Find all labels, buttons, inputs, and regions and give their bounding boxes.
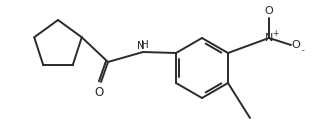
Text: N: N	[137, 41, 145, 51]
Text: O: O	[94, 86, 104, 98]
Text: O: O	[265, 6, 273, 16]
Text: H: H	[141, 40, 149, 50]
Text: -: -	[302, 47, 304, 55]
Text: N: N	[265, 33, 273, 43]
Text: +: +	[272, 29, 278, 38]
Text: O: O	[292, 40, 300, 50]
